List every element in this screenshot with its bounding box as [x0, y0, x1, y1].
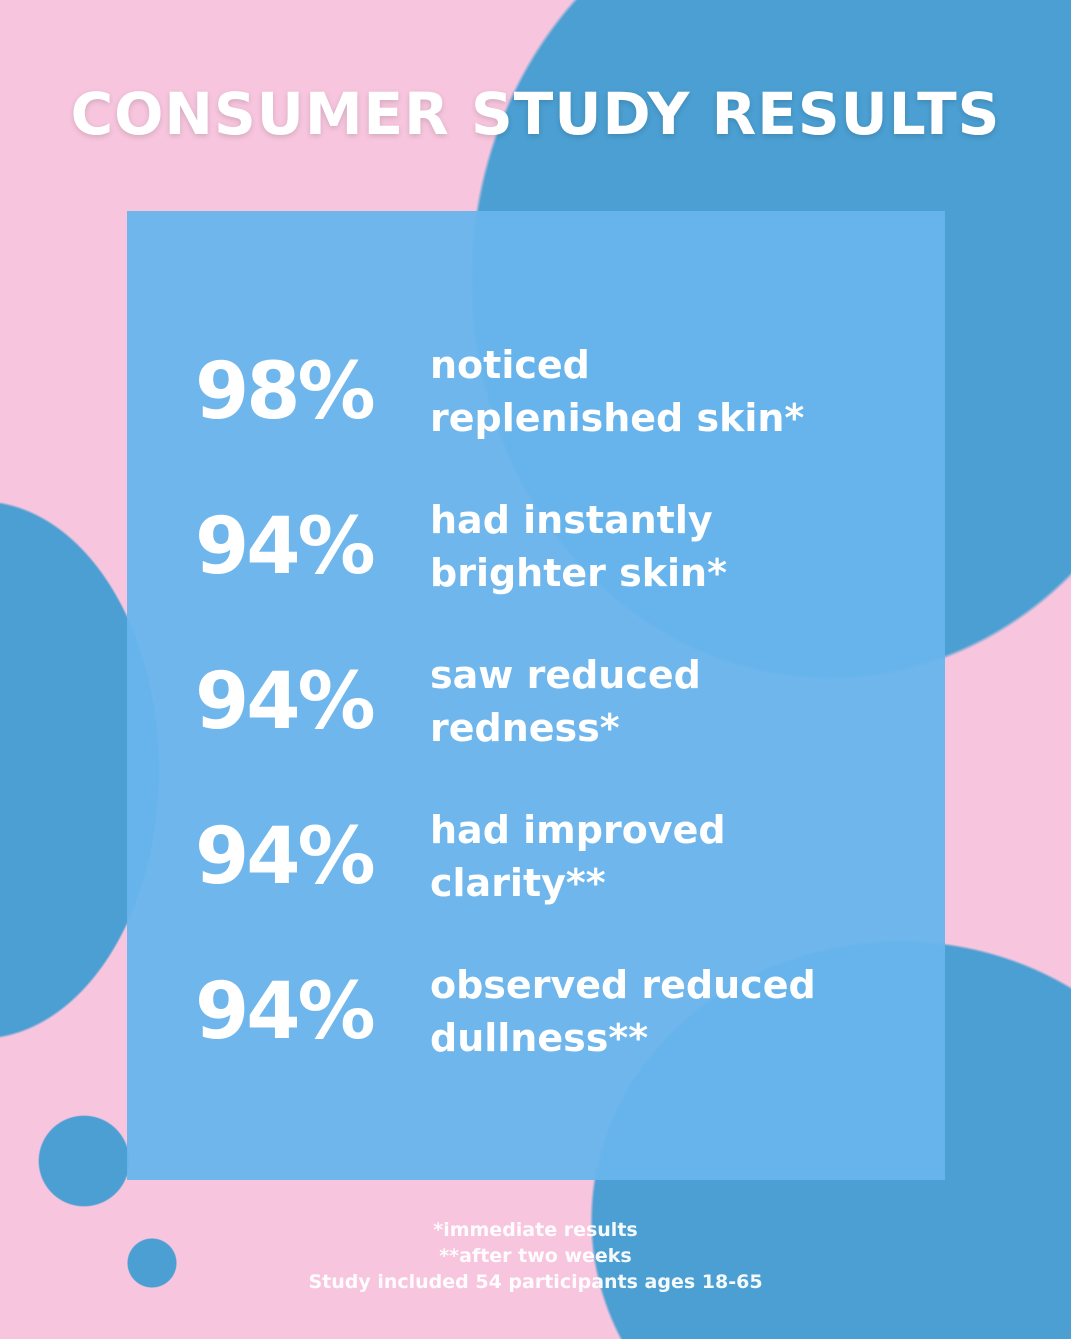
page-title: CONSUMER STUDY RESULTS: [70, 80, 1001, 148]
stat-value: 94%: [195, 657, 376, 747]
stat-row: 94% had improved clarity**: [195, 804, 726, 910]
stat-row: 94% saw reduced redness*: [195, 649, 701, 755]
stats-panel: 98% noticed replenished skin* 94% had ins…: [127, 211, 945, 1180]
stat-label: saw reduced redness*: [430, 653, 701, 750]
stat-value: 94%: [195, 502, 376, 592]
footnote: *immediate results: [433, 1219, 638, 1241]
stat-value: 94%: [195, 812, 376, 902]
stat-row: 94% had instantly brighter skin*: [195, 494, 727, 600]
stat-label: had instantly brighter skin*: [430, 498, 727, 595]
footnote: **after two weeks: [439, 1245, 632, 1267]
stat-label: observed reduced dullness**: [430, 963, 816, 1060]
stat-value: 94%: [195, 967, 376, 1057]
stat-label: noticed replenished skin*: [430, 343, 805, 440]
footnote: Study included 54 participants ages 18-6…: [308, 1271, 763, 1293]
stat-row: 98% noticed replenished skin*: [195, 339, 804, 445]
stat-value: 98%: [195, 347, 376, 437]
stat-label: had improved clarity**: [430, 808, 726, 905]
stat-row: 94% observed reduced dullness**: [195, 959, 816, 1065]
footnotes: *immediate results **after two weeks Stu…: [0, 1217, 1071, 1295]
